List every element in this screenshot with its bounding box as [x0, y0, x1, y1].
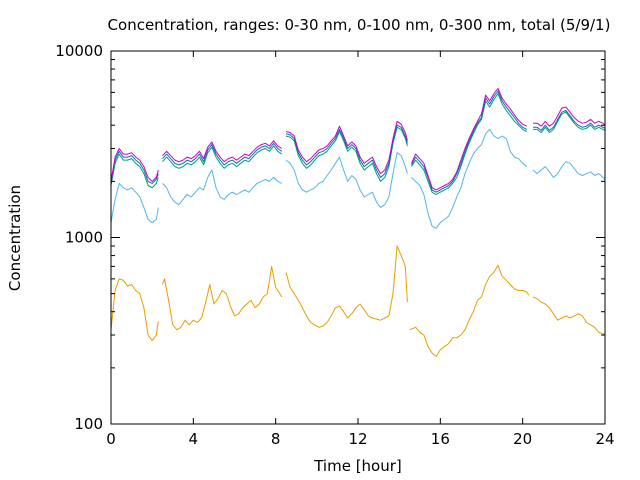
series-1-line-segment-1	[162, 169, 283, 206]
series-3-line-segment-0	[110, 150, 159, 184]
series-2-line-segment-2	[285, 126, 408, 182]
y-axis-ticks: 100 1000 10000	[55, 42, 605, 433]
x-tick-label: 0	[106, 430, 116, 448]
series-2-line-segment-4	[533, 111, 606, 134]
series-4-line-segment-2	[285, 120, 408, 175]
y-axis-label: Concentration	[6, 185, 24, 291]
series-2-line-segment-1	[162, 145, 283, 169]
series-0-line-segment-3	[409, 264, 530, 357]
series-0-line-segment-2	[285, 245, 408, 328]
series-3-line-segment-1	[162, 142, 283, 166]
series-4-line-segment-3	[411, 87, 528, 191]
series-4-line-segment-1	[162, 140, 283, 163]
x-tick-label: 12	[348, 430, 367, 448]
x-axis-label: Time [hour]	[313, 457, 402, 475]
series-3-line-segment-4	[533, 109, 606, 131]
series-3-line-segment-3	[411, 90, 528, 193]
y-tick-label: 1000	[65, 229, 103, 247]
x-tick-label: 24	[595, 430, 614, 448]
chart-title: Concentration, ranges: 0-30 nm, 0-100 nm…	[108, 16, 611, 34]
x-axis-ticks: 0 4 8 12 16 20 24	[106, 51, 615, 448]
plot-series	[110, 87, 606, 357]
series-0-line-segment-1	[162, 265, 283, 331]
series-1-line-segment-3	[411, 128, 528, 229]
series-1-line-segment-4	[532, 161, 606, 180]
series-1-line-segment-2	[285, 152, 408, 208]
y-tick-label: 100	[74, 415, 103, 433]
series-3-line-segment-2	[285, 124, 408, 178]
series-2-line-segment-3	[411, 93, 528, 195]
x-tick-label: 4	[189, 430, 199, 448]
x-tick-label: 20	[513, 430, 532, 448]
x-tick-label: 8	[271, 430, 281, 448]
series-1-line-segment-0	[110, 182, 159, 224]
y-tick-label: 10000	[55, 42, 103, 60]
series-0-line-segment-0	[110, 278, 159, 342]
series-4-line-segment-4	[533, 106, 606, 127]
series-4-line-segment-0	[110, 148, 159, 182]
series-2-line-segment-0	[110, 153, 159, 189]
plot-frame	[110, 50, 606, 425]
x-tick-label: 16	[431, 430, 450, 448]
series-0-line-segment-4	[532, 296, 606, 336]
